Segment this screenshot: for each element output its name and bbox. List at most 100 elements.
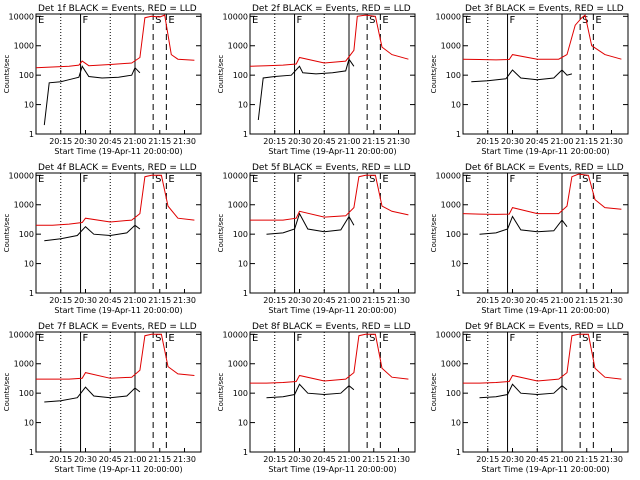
chart-title: Det 3f BLACK = Events, RED = LLD [465, 4, 624, 14]
x-tick-label: 21:30 [600, 296, 623, 305]
y-tick-label: 10000 [436, 330, 461, 339]
x-tick-label: 21:30 [173, 137, 196, 146]
events-series-line [479, 215, 568, 235]
y-tick-label: 10 [238, 419, 248, 428]
chart-title: Det 6f BLACK = Events, RED = LLD [465, 163, 624, 173]
x-tick-label: 20:15 [476, 137, 499, 146]
chart-panel: Det 7f BLACK = Events, RED = LLD 1 10 100 10… [3, 322, 202, 474]
y-tick-label: 10000 [223, 330, 248, 339]
events-series-line [471, 69, 573, 83]
lld-series-line [250, 333, 409, 384]
x-tick-label: 20:15 [476, 455, 499, 464]
x-axis-label: Start Time (19-Apr-11 20:00:00) [481, 147, 609, 156]
x-tick-label: 21:15 [362, 137, 385, 146]
marker-label: F [83, 174, 89, 185]
y-tick-label: 10000 [223, 12, 248, 21]
x-tick-label: 20:15 [49, 137, 72, 146]
x-tick-label: 20:30 [74, 137, 97, 146]
marker-label: E [465, 333, 471, 344]
y-tick-label: 1 [456, 130, 461, 139]
chart-panel: Det 2f BLACK = Events, RED = LLD 1 10 100 10… [217, 4, 416, 156]
x-tick-label: 20:45 [526, 296, 549, 305]
x-tick-label: 20:15 [263, 296, 286, 305]
chart-title: Det 8f BLACK = Events, RED = LLD [252, 322, 411, 332]
x-axis-label: Start Time (19-Apr-11 20:00:00) [481, 306, 609, 315]
x-tick-label: 20:45 [313, 137, 336, 146]
y-tick-label: 1 [243, 130, 248, 139]
x-tick-label: 20:15 [476, 296, 499, 305]
lld-series-line [249, 14, 409, 67]
y-tick-label: 1000 [228, 42, 248, 51]
y-tick-label: 100 [446, 389, 461, 398]
x-tick-label: 21:00 [550, 296, 573, 305]
marker-label: E [465, 15, 471, 26]
x-tick-label: 20:45 [99, 455, 122, 464]
y-tick-label: 1000 [228, 360, 248, 369]
x-tick-label: 21:15 [362, 455, 385, 464]
chart-panel: Det 4f BLACK = Events, RED = LLD 1 10 100 10… [3, 163, 202, 315]
chart-title: Det 4f BLACK = Events, RED = LLD [38, 163, 197, 173]
lld-series-line [36, 174, 195, 226]
marker-label: S [369, 333, 375, 344]
marker-label: E [168, 15, 174, 26]
marker-label: F [510, 15, 516, 26]
y-tick-label: 1000 [14, 42, 34, 51]
y-tick-label: 100 [233, 71, 248, 80]
marker-label: S [369, 15, 375, 26]
y-tick-label: 10 [451, 419, 461, 428]
marker-label: S [582, 174, 588, 185]
x-tick-label: 21:00 [550, 137, 573, 146]
y-tick-label: 100 [446, 71, 461, 80]
x-tick-label: 21:00 [337, 296, 360, 305]
x-tick-label: 21:30 [600, 137, 623, 146]
x-axis-label: Start Time (19-Apr-11 20:00:00) [268, 306, 396, 315]
x-tick-label: 20:15 [263, 137, 286, 146]
chart-panel: Det 6f BLACK = Events, RED = LLD 1 10 100 10… [430, 163, 629, 315]
x-tick-label: 20:15 [49, 455, 72, 464]
events-series-line [266, 383, 355, 399]
y-axis-label: Counts/sec [430, 55, 438, 94]
y-tick-label: 100 [19, 71, 34, 80]
y-tick-label: 1000 [441, 201, 461, 210]
x-tick-label: 21:30 [173, 296, 196, 305]
y-tick-label: 100 [19, 389, 34, 398]
x-tick-label: 20:30 [288, 137, 311, 146]
chart-panel: Det 8f BLACK = Events, RED = LLD 1 10 100 10… [217, 322, 416, 474]
y-tick-label: 100 [233, 389, 248, 398]
events-series-line [43, 65, 141, 126]
x-axis-label: Start Time (19-Apr-11 20:00:00) [481, 465, 609, 474]
chart-panel: Det 3f BLACK = Events, RED = LLD 1 10 100 10… [430, 4, 629, 156]
x-axis-label: Start Time (19-Apr-11 20:00:00) [54, 147, 182, 156]
x-tick-label: 20:30 [288, 296, 311, 305]
events-series-line [44, 224, 141, 242]
y-tick-label: 10 [451, 101, 461, 110]
x-tick-label: 21:15 [575, 455, 598, 464]
x-axis-label: Start Time (19-Apr-11 20:00:00) [54, 306, 182, 315]
lld-series-line [36, 333, 195, 380]
marker-label: E [168, 333, 174, 344]
chart-title: Det 2f BLACK = Events, RED = LLD [252, 4, 411, 14]
marker-label: F [83, 15, 89, 26]
marker-label: E [252, 333, 258, 344]
y-tick-label: 1000 [14, 201, 34, 210]
y-tick-label: 100 [19, 230, 34, 239]
x-tick-label: 20:45 [313, 455, 336, 464]
x-tick-label: 20:30 [74, 455, 97, 464]
marker-label: F [297, 333, 303, 344]
marker-label: S [155, 174, 161, 185]
marker-label: E [168, 174, 174, 185]
chart-title: Det 5f BLACK = Events, RED = LLD [252, 163, 411, 173]
lld-series-line [463, 333, 622, 384]
y-tick-label: 10000 [9, 330, 34, 339]
y-tick-label: 1000 [14, 360, 34, 369]
marker-label: E [252, 174, 258, 185]
y-tick-label: 10 [24, 419, 34, 428]
events-series-line [479, 383, 568, 399]
y-tick-label: 1 [243, 448, 248, 457]
x-tick-label: 20:30 [501, 296, 524, 305]
x-tick-label: 21:15 [148, 455, 171, 464]
y-tick-label: 10 [238, 260, 248, 269]
marker-label: S [155, 333, 161, 344]
x-tick-label: 21:15 [575, 137, 598, 146]
